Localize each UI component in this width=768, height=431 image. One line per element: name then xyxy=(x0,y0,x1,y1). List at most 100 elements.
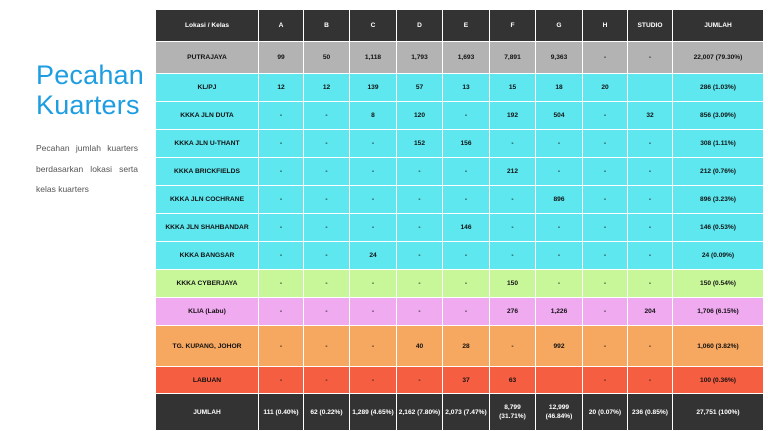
header-class-b: B xyxy=(303,9,350,42)
count-cell: - xyxy=(489,129,536,158)
total-cell: 62 (0.22%) xyxy=(303,393,350,431)
table-row: KKKA JLN DUTA - -8 120-192 504-32 856 (3.09%) xyxy=(155,101,764,130)
count-cell: - xyxy=(349,269,397,298)
row-total-cell: 212 (0.76%) xyxy=(672,157,764,186)
count-cell: - xyxy=(535,157,583,186)
count-cell: 992 xyxy=(535,325,583,367)
count-cell: - xyxy=(258,241,304,270)
count-cell: - xyxy=(582,129,628,158)
count-cell: 12 xyxy=(303,73,350,102)
header-studio: STUDIO xyxy=(627,9,673,42)
header-class-f: F xyxy=(489,9,536,42)
total-cell: 236 (0.85%) xyxy=(627,393,673,431)
count-cell: - xyxy=(582,325,628,367)
location-cell: KLIA (Labu) xyxy=(155,297,259,326)
count-cell: 12 xyxy=(258,73,304,102)
count-cell: 32 xyxy=(627,101,673,130)
count-cell: - xyxy=(303,325,350,367)
table-row: KKKA CYBERJAYA - - - - -150- - -150 (0.54%) xyxy=(155,269,764,298)
count-cell: - xyxy=(303,213,350,242)
count-cell: 896 xyxy=(535,185,583,214)
count-cell: 192 xyxy=(489,101,536,130)
count-cell: 504 xyxy=(535,101,583,130)
count-cell: - xyxy=(582,269,628,298)
header-class-a: A xyxy=(258,9,304,42)
count-cell: 37 xyxy=(442,366,490,394)
table-row: PUTRAJAYA 99 50 1,118 1,793 1,693 7,891 9,363- -… xyxy=(155,41,764,74)
table-row: KKKA JLN SHAHBANDAR - - - -146- - - -146 (0.53%… xyxy=(155,213,764,242)
count-cell: - xyxy=(442,269,490,298)
row-total-cell: 286 (1.03%) xyxy=(672,73,764,102)
count-cell: - xyxy=(582,157,628,186)
grand-total-cell: 27,751 (100%) xyxy=(672,393,764,431)
count-cell: - xyxy=(627,41,673,74)
row-total-cell: 150 (0.54%) xyxy=(672,269,764,298)
location-cell: KKKA JLN SHAHBANDAR xyxy=(155,213,259,242)
count-cell: - xyxy=(582,366,628,394)
count-cell: - xyxy=(303,185,350,214)
count-cell: - xyxy=(258,129,304,158)
row-total-cell: 146 (0.53%) xyxy=(672,213,764,242)
count-cell: - xyxy=(627,366,673,394)
location-cell: KKKA BRICKFIELDS xyxy=(155,157,259,186)
header-class-e: E xyxy=(442,9,490,42)
count-cell: 150 xyxy=(489,269,536,298)
count-cell: - xyxy=(349,366,397,394)
count-cell: - xyxy=(535,241,583,270)
count-cell: 24 xyxy=(349,241,397,270)
row-total-cell: 1,706 (6.15%) xyxy=(672,297,764,326)
count-cell: - xyxy=(396,366,443,394)
count-cell: - xyxy=(627,129,673,158)
count-cell: - xyxy=(627,325,673,367)
count-cell: - xyxy=(627,269,673,298)
slide-title-line-1: Pecahan xyxy=(36,60,144,90)
count-cell: 276 xyxy=(489,297,536,326)
total-cell: 1,289 (4.65%) xyxy=(349,393,397,431)
count-cell: - xyxy=(489,185,536,214)
count-cell: 139 xyxy=(349,73,397,102)
total-cell: 2,073 (7.47%) xyxy=(442,393,490,431)
count-cell: - xyxy=(396,269,443,298)
row-total-cell: 1,060 (3.82%) xyxy=(672,325,764,367)
row-total-cell: 856 (3.09%) xyxy=(672,101,764,130)
count-cell: - xyxy=(303,366,350,394)
count-cell: 9,363 xyxy=(535,41,583,74)
header-total: JUMLAH xyxy=(672,9,764,42)
count-cell: 1,693 xyxy=(442,41,490,74)
count-cell: - xyxy=(303,101,350,130)
count-cell: 20 xyxy=(582,73,628,102)
count-cell: 120 xyxy=(396,101,443,130)
count-cell: 156 xyxy=(442,129,490,158)
count-cell: - xyxy=(442,241,490,270)
count-cell: - xyxy=(258,325,304,367)
slide-description: Pecahan jumlah kuarters berdasarkan loka… xyxy=(36,143,138,194)
count-cell: 1,226 xyxy=(535,297,583,326)
header-class-c: C xyxy=(349,9,397,42)
location-cell: KL/PJ xyxy=(155,73,259,102)
count-cell: - xyxy=(303,297,350,326)
slide-title: Pecahan Kuarters xyxy=(36,60,144,120)
count-cell: - xyxy=(442,157,490,186)
location-cell: PUTRAJAYA xyxy=(155,41,259,74)
total-cell: 20 (0.07%) xyxy=(582,393,628,431)
location-cell: KKKA CYBERJAYA xyxy=(155,269,259,298)
table-row: KKKA JLN COCHRANE - - - - - -896- -896 (3.23%) xyxy=(155,185,764,214)
count-cell: - xyxy=(582,297,628,326)
table-header-row: Lokasi / Kelas A B C D E F G H STUDIO JU… xyxy=(155,9,764,42)
count-cell: - xyxy=(489,241,536,270)
count-cell: - xyxy=(303,241,350,270)
count-cell: - xyxy=(349,185,397,214)
count-cell: - xyxy=(627,157,673,186)
slide-title-line-2: Kuarters xyxy=(36,90,140,120)
row-total-cell: 100 (0.36%) xyxy=(672,366,764,394)
count-cell: - xyxy=(349,297,397,326)
count-cell: 40 xyxy=(396,325,443,367)
count-cell: - xyxy=(535,269,583,298)
count-cell: - xyxy=(582,101,628,130)
table-row: TG. KUPANG, JOHOR - - -40 28-992- -1,060 (3.8… xyxy=(155,325,764,367)
count-cell: - xyxy=(489,213,536,242)
count-cell: 146 xyxy=(442,213,490,242)
count-cell: 7,891 xyxy=(489,41,536,74)
count-cell: 212 xyxy=(489,157,536,186)
header-class-g: G xyxy=(535,9,583,42)
